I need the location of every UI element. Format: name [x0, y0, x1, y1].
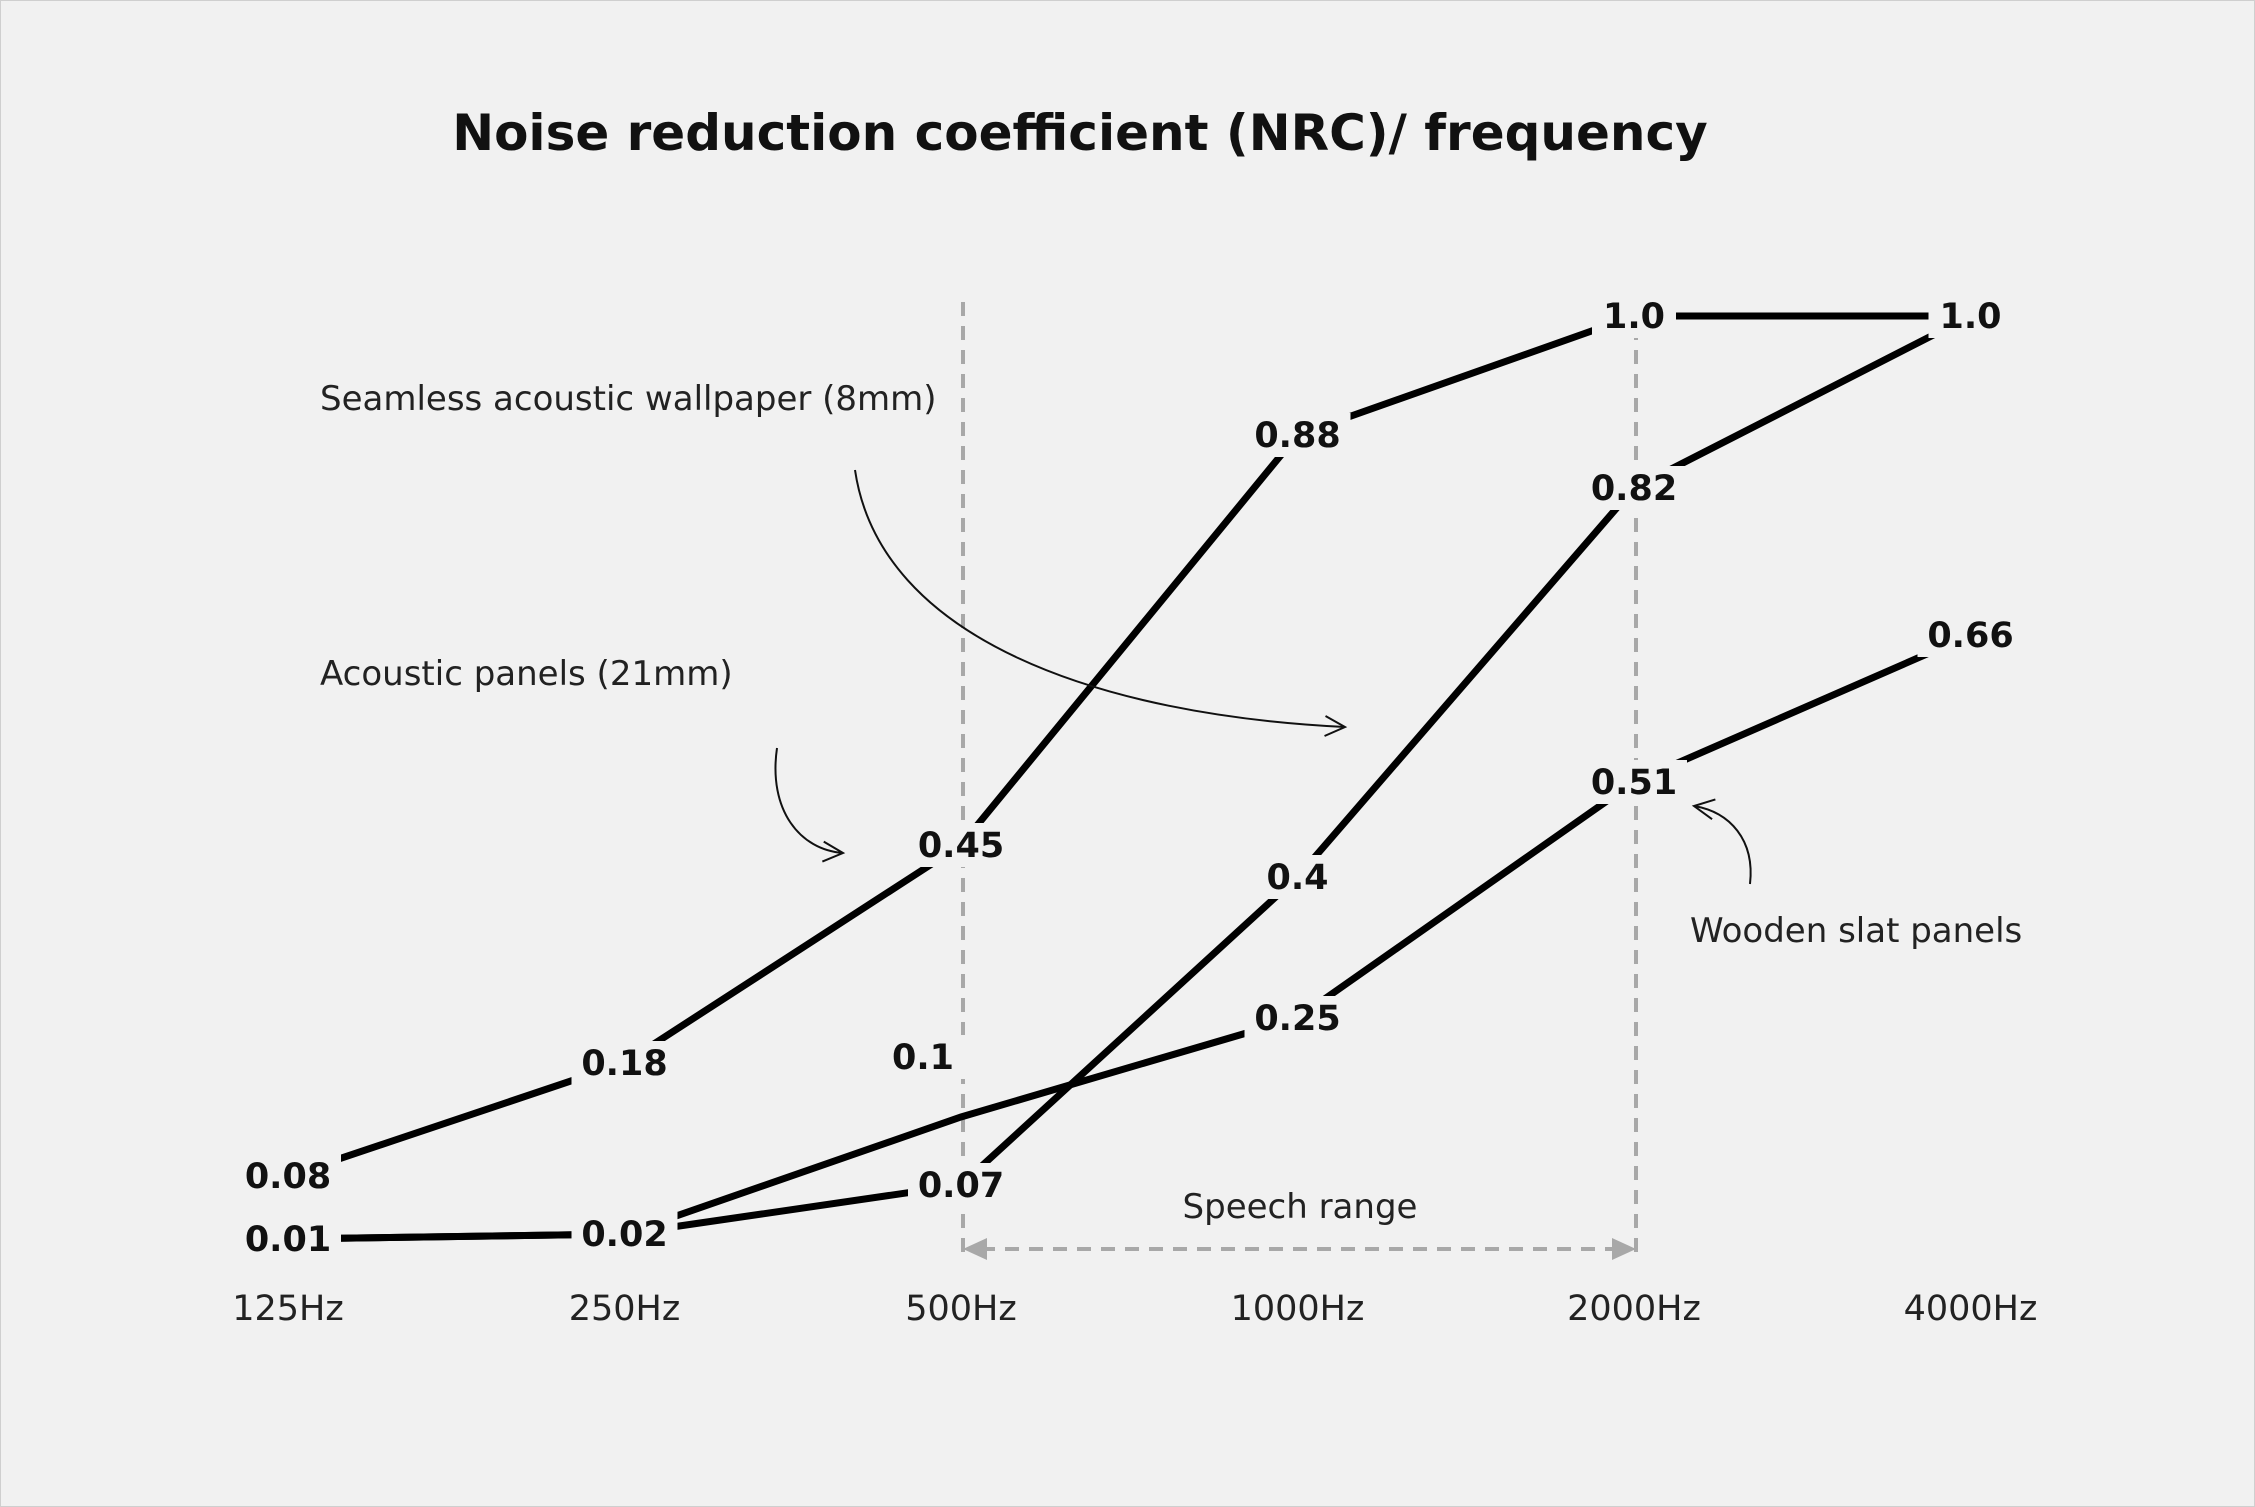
wallpaper-arrow	[854, 469, 1348, 737]
data-labels: 0.08 0.18 0.45 0.88 1.0 1.0 0.01 0.02 0.07 0.4 0.8…	[235, 294, 2024, 1261]
data-label-wooden-slat-2000hz: 0.51	[1591, 763, 1677, 803]
data-label-wooden-slat-4000hz: 0.66	[1927, 616, 2013, 656]
x-tick-125hz: 125Hz	[232, 1289, 344, 1329]
series-line-wallpaper	[287, 312, 1973, 1243]
data-label-plate	[235, 1217, 341, 1261]
data-label-acoustic-panels-250hz: 0.18	[581, 1044, 667, 1084]
x-axis-ticks: 125Hz 250Hz 500Hz 1000Hz 2000Hz 4000Hz	[232, 1289, 2037, 1329]
data-label-wooden-slat-1000hz: 0.25	[1254, 999, 1340, 1039]
speech-range-arrowhead-right	[1612, 1238, 1636, 1260]
data-label-plate	[1928, 294, 2013, 338]
data-label-plate	[571, 1212, 678, 1256]
data-label-wallpaper-1000hz: 0.4	[1266, 858, 1328, 898]
series-line-acoustic-panels	[286, 312, 1971, 1180]
data-label-plate	[908, 823, 1014, 867]
data-label-plate	[1581, 466, 1687, 510]
speech-range-arrowhead-left	[963, 1238, 987, 1260]
data-label-wallpaper-4000hz: 1.0	[1939, 297, 2001, 337]
series-lines	[286, 312, 1973, 1243]
data-label-wooden-slat-500hz: 0.1	[892, 1038, 954, 1078]
series-line-wooden-slat	[287, 631, 1972, 1243]
speech-range-label: Speech range	[1183, 1187, 1418, 1227]
x-tick-2000hz: 2000Hz	[1567, 1289, 1701, 1329]
x-tick-500hz: 500Hz	[905, 1289, 1017, 1329]
data-label-acoustic-panels-2000hz: 1.0	[1603, 297, 1665, 337]
series-label-acoustic-panels: Acoustic panels (21mm)	[320, 654, 733, 694]
data-label-wallpaper-500hz: 0.07	[918, 1166, 1004, 1206]
data-label-acoustic-panels-125hz: 0.08	[245, 1157, 331, 1197]
data-label-plate	[1244, 996, 1351, 1040]
chart-title: Noise reduction coefficient (NRC)/ frequ…	[452, 104, 1708, 162]
data-label-plate	[1917, 613, 2024, 657]
data-label-acoustic-panels-1000hz: 0.88	[1254, 416, 1340, 456]
data-label-plate	[908, 1163, 1014, 1207]
data-label-plate	[571, 1041, 678, 1085]
series-label-wooden-slat: Wooden slat panels	[1690, 911, 2022, 951]
data-label-plate	[1581, 760, 1687, 804]
speech-range-guides	[961, 302, 1638, 1260]
data-label-wallpaper-2000hz: 0.82	[1591, 469, 1677, 509]
data-label-plate	[1592, 294, 1676, 338]
data-label-acoustic-panels-500hz: 0.45	[918, 826, 1004, 866]
data-label-plate	[235, 1154, 341, 1198]
data-label-plate	[1244, 413, 1351, 457]
acoustic-panels-arrow	[774, 747, 846, 863]
data-label-plate	[881, 1035, 965, 1079]
x-tick-4000hz: 4000Hz	[1904, 1289, 2038, 1329]
data-label-plate	[1255, 855, 1340, 899]
series-label-wallpaper: Seamless acoustic wallpaper (8mm)	[320, 379, 937, 419]
x-tick-250hz: 250Hz	[569, 1289, 681, 1329]
x-tick-1000hz: 1000Hz	[1231, 1289, 1365, 1329]
data-label-wallpaper-250hz: 0.02	[581, 1215, 667, 1255]
data-label-wallpaper-125hz: 0.01	[245, 1220, 331, 1260]
wooden-slat-arrow	[1691, 798, 1752, 885]
